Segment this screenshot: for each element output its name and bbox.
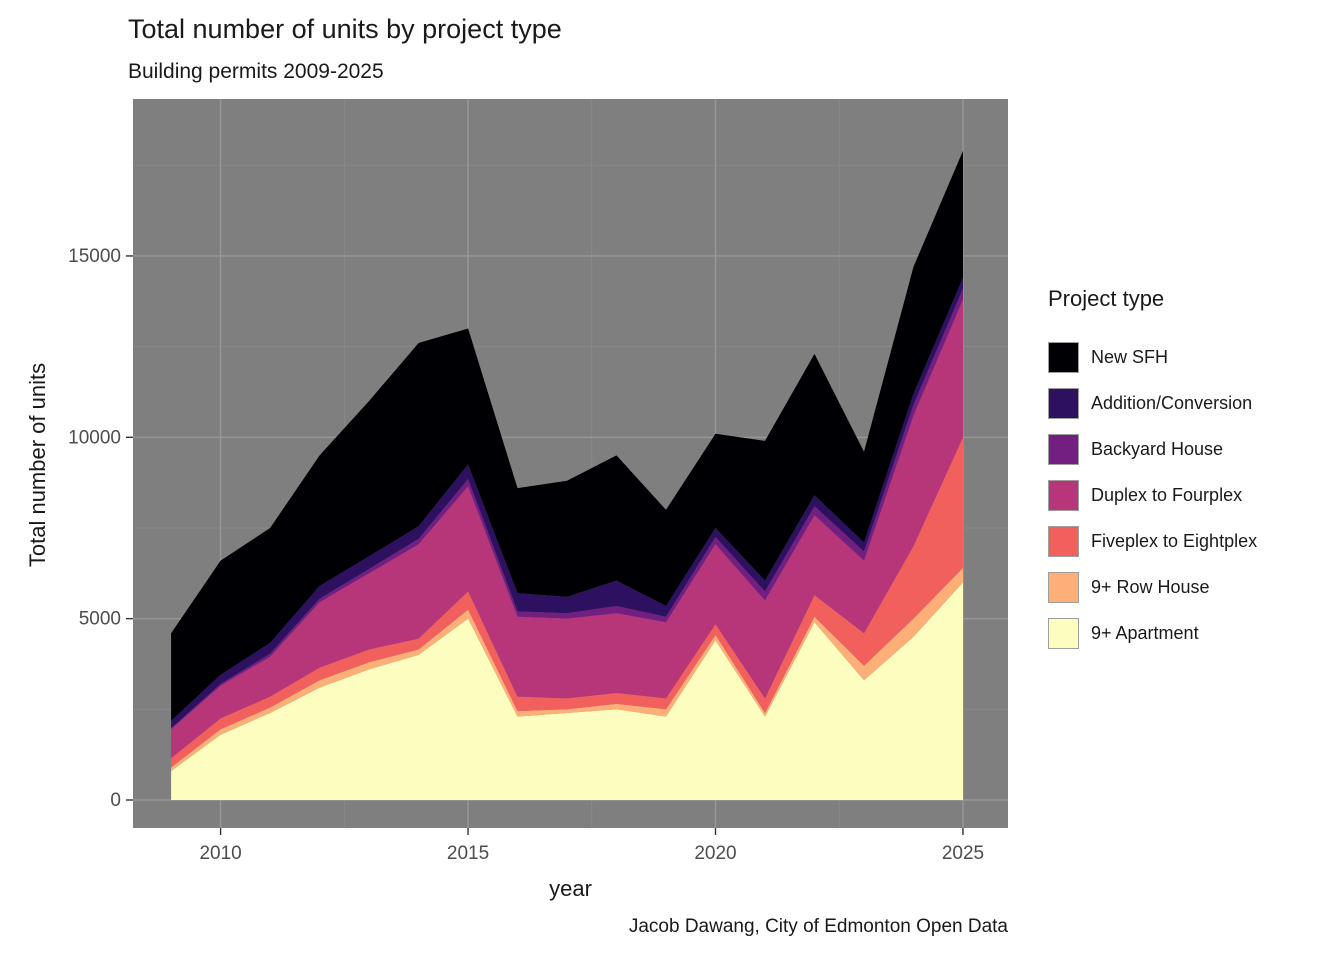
y-tick-label: 0 [110, 790, 121, 811]
chart-caption: Jacob Dawang, City of Edmonton Open Data [628, 916, 1008, 937]
chart-subtitle: Building permits 2009-2025 [128, 60, 384, 83]
x-tick-label: 2025 [942, 843, 984, 864]
legend-item: Addition/Conversion [1048, 380, 1338, 426]
legend-label: New SFH [1091, 346, 1169, 367]
legend-items: New SFH Addition/Conversion Backyard House… [1048, 334, 1338, 656]
area-9-apartment [171, 582, 964, 800]
area-duplex-to-fourplex [171, 299, 964, 759]
x-tick-label: 2020 [694, 843, 736, 864]
x-axis-title: year [549, 876, 592, 901]
legend-item: Duplex to Fourplex [1048, 472, 1338, 518]
legend-label: 9+ Row House [1091, 576, 1210, 597]
y-tick-label: 10000 [68, 427, 121, 448]
y-tick-label: 5000 [79, 609, 121, 630]
chart-title: Total number of units by project type [128, 14, 562, 44]
legend-item: Backyard House [1048, 426, 1338, 472]
legend-item: 9+ Row House [1048, 564, 1338, 610]
legend-label: Backyard House [1091, 438, 1224, 459]
legend-swatch [1048, 479, 1079, 511]
legend-label: Addition/Conversion [1091, 392, 1253, 413]
legend-swatch [1048, 571, 1079, 603]
area-new-sfh [171, 150, 964, 721]
legend-swatch [1048, 341, 1079, 373]
y-tick-label: 15000 [68, 246, 121, 267]
x-tick-label: 2010 [199, 843, 241, 864]
legend-swatch [1048, 433, 1079, 465]
legend-label: Fiveplex to Eightplex [1091, 530, 1258, 551]
x-tick-label: 2015 [447, 843, 489, 864]
legend-item: New SFH [1048, 334, 1338, 380]
legend-label: Duplex to Fourplex [1091, 484, 1243, 505]
legend-title: Project type [1048, 286, 1165, 311]
legend-item: 9+ Apartment [1048, 610, 1338, 656]
legend: Project type New SFH Addition/Conversion B… [1048, 286, 1338, 656]
area-fiveplex-to-eightplex [171, 437, 964, 768]
y-axis-title: Total number of units [25, 362, 50, 568]
legend-swatch [1048, 387, 1079, 419]
legend-label: 9+ Apartment [1091, 622, 1199, 643]
legend-item: Fiveplex to Eightplex [1048, 518, 1338, 564]
legend-swatch [1048, 525, 1079, 557]
legend-swatch [1048, 617, 1079, 649]
